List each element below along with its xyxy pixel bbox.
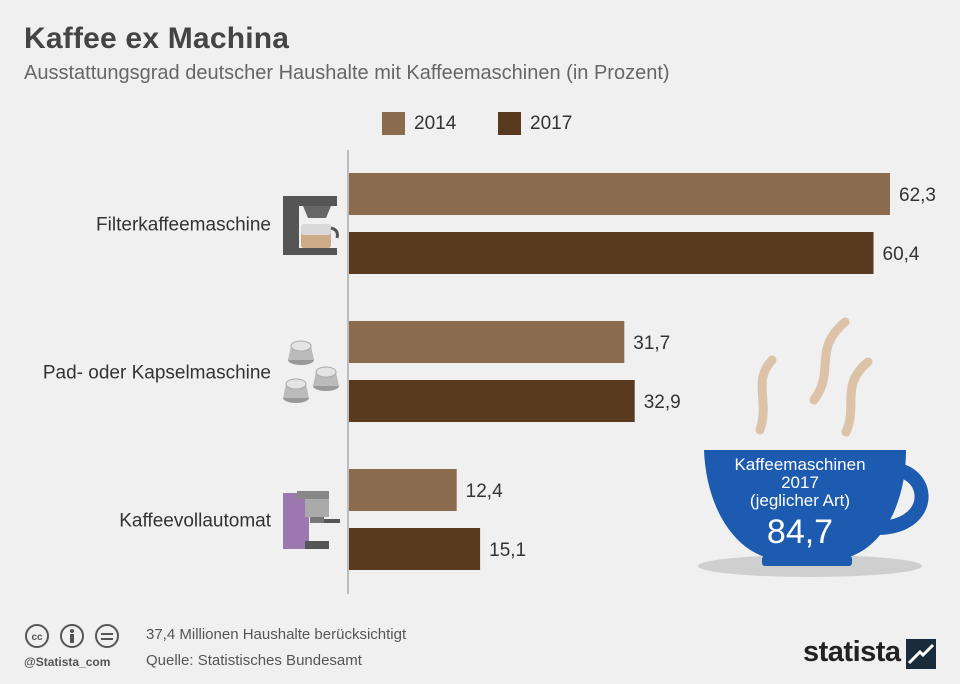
category-labels: Filterkaffeemaschine Pad- oder Kapselmasc…	[43, 215, 272, 532]
legend-swatch-2017	[498, 112, 521, 135]
callout-label-line3: (jeglicher Art)	[749, 491, 851, 510]
bar-2017-2	[349, 528, 481, 570]
callout-label-line1: Kaffeemaschinen	[734, 455, 866, 474]
coffee-cup-icon	[698, 450, 929, 577]
license-icons: cc	[25, 624, 119, 648]
statista-handle: @Statista_com	[24, 655, 111, 669]
nd-icon	[95, 624, 119, 648]
bar-2014-1	[349, 321, 625, 363]
legend-item-2017: 2017	[498, 112, 572, 135]
legend-item-2014: 2014	[382, 112, 456, 135]
category-label-0: Filterkaffeemaschine	[96, 215, 271, 236]
bar-value-label-2017-2: 15,1	[489, 540, 526, 561]
statista-logo-icon	[906, 639, 936, 669]
bar-2014-0	[349, 173, 890, 215]
filter-coffee-machine-icon	[283, 196, 339, 255]
cup-callout: Kaffeemaschinen 2017 (jeglicher Art) 84,…	[700, 456, 900, 552]
footer-note: 37,4 Millionen Haushalte berücksichtigt	[146, 626, 407, 643]
legend-label-2017: 2017	[530, 112, 573, 134]
by-icon	[60, 624, 84, 648]
espresso-machine-icon	[283, 491, 340, 549]
bar-value-label-2017-0: 60,4	[883, 244, 920, 265]
category-label-2: Kaffeevollautomat	[119, 511, 271, 532]
callout-label-line2: 2017	[781, 473, 819, 492]
bar-value-label-2014-1: 31,7	[633, 333, 670, 354]
bar-value-label-2014-0: 62,3	[899, 185, 936, 206]
callout-value: 84,7	[766, 513, 834, 551]
bars-group: 62,3 60,4 31,7 32,9 12,4 15,1	[349, 173, 936, 570]
bar-2014-2	[349, 469, 457, 511]
chart-subtitle: Ausstattungsgrad deutscher Haushalte mit…	[24, 62, 670, 84]
legend-label-2014: 2014	[414, 112, 457, 134]
cc-icon	[25, 624, 49, 648]
chart-title: Kaffee ex Machina	[24, 22, 290, 55]
coffee-capsules-icon	[283, 340, 339, 403]
bar-2017-1	[349, 380, 635, 422]
bar-value-label-2014-2: 12,4	[466, 481, 503, 502]
svg-text:cc: cc	[31, 632, 43, 643]
legend-swatch-2014	[382, 112, 405, 135]
bar-2017-0	[349, 232, 874, 274]
category-label-1: Pad- oder Kapselmaschine	[43, 363, 271, 384]
statista-logo-text[interactable]: statista	[803, 636, 901, 668]
steam-icon	[755, 317, 873, 437]
bar-value-label-2017-1: 32,9	[644, 392, 681, 413]
footer-source: Quelle: Statistisches Bundesamt	[146, 652, 362, 669]
